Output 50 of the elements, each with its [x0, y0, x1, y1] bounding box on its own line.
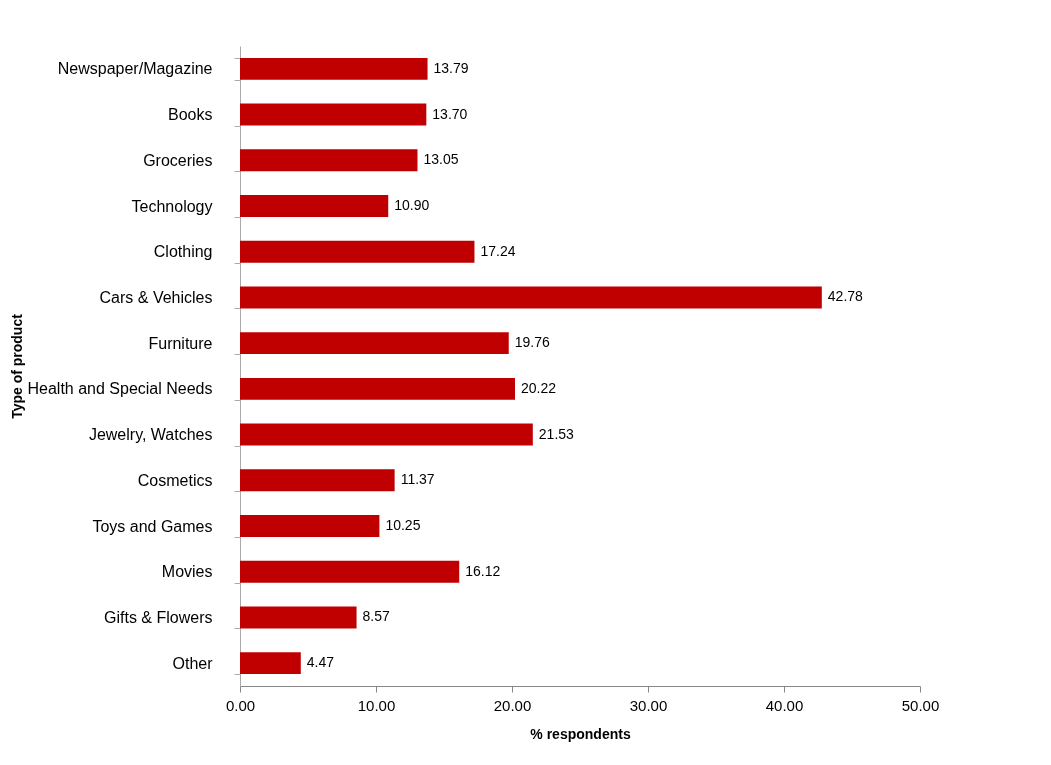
data-label: 19.76 [514, 334, 550, 351]
data-label: 16.12 [465, 562, 501, 579]
bar [240, 652, 301, 675]
y-axis-title: Type of product [8, 313, 25, 419]
data-label: 20.22 [520, 379, 557, 396]
data-label: 13.79 [433, 59, 469, 76]
data-label: 10.90 [394, 197, 430, 213]
x-tick-label: 10.00 [357, 696, 396, 714]
data-label: 13.05 [423, 151, 459, 168]
x-tick-label: 50.00 [901, 696, 940, 714]
bar [240, 332, 509, 355]
bar [240, 606, 357, 629]
data-label: 21.53 [538, 425, 575, 442]
y-tick-label: Gifts & Flowers [104, 608, 213, 626]
y-tick-label: Clothing [153, 243, 213, 261]
bar [240, 149, 418, 172]
y-tick-label: Other [172, 654, 214, 672]
bar [240, 515, 380, 537]
y-tick-label: Groceries [143, 151, 213, 169]
data-label: 4.47 [306, 654, 335, 671]
data-label: 8.57 [362, 608, 391, 625]
data-label: 13.70 [432, 105, 468, 122]
data-label: 42.78 [827, 288, 864, 305]
bar [240, 57, 428, 80]
y-tick-label: Newspaper/Magazine [57, 60, 213, 78]
y-tick-label: Movies [161, 563, 213, 581]
x-tick-label: 20.00 [493, 696, 532, 714]
bar [240, 240, 475, 263]
y-tick-label: Cars & Vehicles [99, 288, 213, 306]
y-tick-label: Technology [131, 197, 213, 215]
y-tick-label: Toys and Games [92, 517, 213, 535]
x-tick-label: 0.00 [225, 696, 256, 714]
data-label: 10.25 [385, 517, 421, 533]
bar [240, 560, 460, 583]
bar [240, 286, 822, 309]
y-tick-label: Health and Special Needs [27, 380, 213, 398]
y-tick-label: Furniture [148, 334, 213, 352]
data-label: 17.24 [480, 242, 516, 259]
bar [240, 469, 395, 492]
bar [240, 103, 427, 126]
y-tick-label: Cosmetics [137, 471, 213, 489]
bar [240, 195, 389, 217]
x-axis-title: % respondents [530, 725, 631, 742]
data-label: 11.37 [400, 471, 435, 488]
x-tick-label: 30.00 [629, 696, 668, 714]
y-tick-label: Jewelry, Watches [88, 426, 213, 444]
bar [240, 377, 515, 400]
x-tick-label: 40.00 [765, 696, 804, 714]
y-tick-label: Books [168, 106, 213, 124]
bar [240, 423, 533, 446]
